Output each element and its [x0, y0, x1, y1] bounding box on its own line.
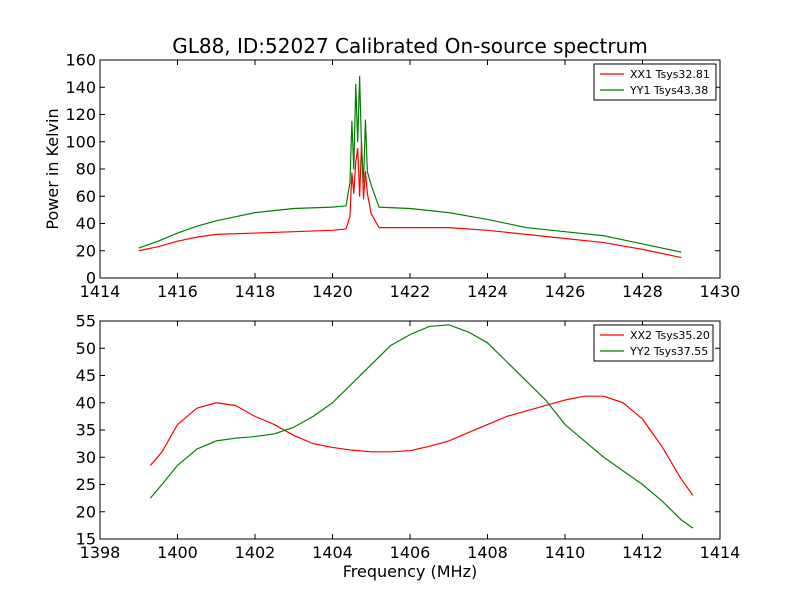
y-tick-label: 40 — [76, 214, 96, 233]
x-axis-title: Frequency (MHz) — [343, 562, 477, 581]
x-tick-label: 1426 — [545, 282, 586, 301]
y-tick-label: 80 — [76, 160, 96, 179]
y-axis-title: Power in Kelvin — [43, 108, 62, 229]
legend-entry-label: XX2 Tsys35.20 — [630, 329, 710, 342]
series-line-2 — [149, 324, 694, 529]
legend-entry-label: YY1 Tsys43.38 — [629, 84, 708, 97]
y-tick-label: 30 — [76, 448, 96, 467]
series-line-1 — [149, 395, 694, 496]
figure-title: GL88, ID:52027 Calibrated On-source spec… — [172, 34, 648, 58]
x-tick-label: 1408 — [467, 543, 508, 562]
y-tick-label: 55 — [76, 312, 96, 331]
x-tick-label: 1398 — [80, 543, 121, 562]
y-tick-label: 140 — [65, 78, 96, 97]
y-tick-label: 15 — [76, 530, 96, 549]
y-tick-label: 40 — [76, 393, 96, 412]
legend-box — [593, 63, 717, 101]
x-tick-label: 1420 — [312, 282, 353, 301]
x-tick-label: 1402 — [235, 543, 276, 562]
bottom-panel: 1398 1400 1402 1404 1406 1408 1410 1412 1414 15 20… — [76, 312, 741, 582]
x-tick-label: 1400 — [157, 543, 198, 562]
y-tick-label: 60 — [76, 187, 96, 206]
y-tick-label: 35 — [76, 421, 96, 440]
y-tick-label: 20 — [76, 502, 96, 521]
x-tick-label: 1430 — [700, 282, 741, 301]
x-tick-label: 1414 — [700, 543, 741, 562]
x-tick-label: 1406 — [390, 543, 431, 562]
x-tick-label: 1428 — [622, 282, 663, 301]
x-tick-label: 1404 — [312, 543, 353, 562]
legend: XX2 Tsys35.20 YY2 Tsys37.55 — [593, 324, 714, 362]
y-tick-label: 100 — [65, 132, 96, 151]
y-tick-label: 20 — [76, 241, 96, 260]
x-tick-label: 1414 — [80, 282, 121, 301]
x-tick-label: 1412 — [622, 543, 663, 562]
x-tick-label: 1410 — [545, 543, 586, 562]
series-line-1 — [138, 141, 682, 259]
y-tick-label: 25 — [76, 475, 96, 494]
x-tick-label: 1424 — [467, 282, 508, 301]
top-panel: 1414 1416 1418 1420 1422 1424 1426 1428 1430 0 20 4… — [43, 51, 740, 302]
x-tick-label: 1416 — [157, 282, 198, 301]
y-tick-label: 160 — [65, 51, 96, 70]
y-tick-label: 0 — [86, 269, 96, 288]
legend-box — [593, 324, 714, 362]
series-line-2 — [138, 75, 682, 253]
x-tick-label: 1418 — [235, 282, 276, 301]
y-tick-label: 45 — [76, 366, 96, 385]
y-tick-label: 120 — [65, 105, 96, 124]
legend-entry-label: YY2 Tsys37.55 — [629, 345, 708, 358]
legend-entry-label: XX1 Tsys32.81 — [630, 68, 710, 81]
y-tick-label: 50 — [76, 339, 96, 358]
x-tick-label: 1422 — [390, 282, 431, 301]
legend: XX1 Tsys32.81 YY1 Tsys43.38 — [593, 63, 717, 101]
